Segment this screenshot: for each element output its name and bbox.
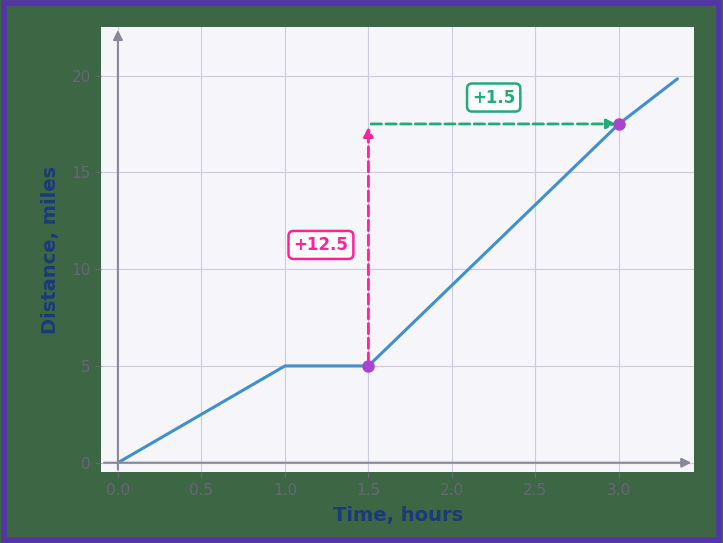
Text: +12.5: +12.5 xyxy=(294,236,348,254)
Text: +1.5: +1.5 xyxy=(472,89,515,106)
X-axis label: Time, hours: Time, hours xyxy=(333,506,463,525)
Y-axis label: Distance, miles: Distance, miles xyxy=(41,166,61,334)
